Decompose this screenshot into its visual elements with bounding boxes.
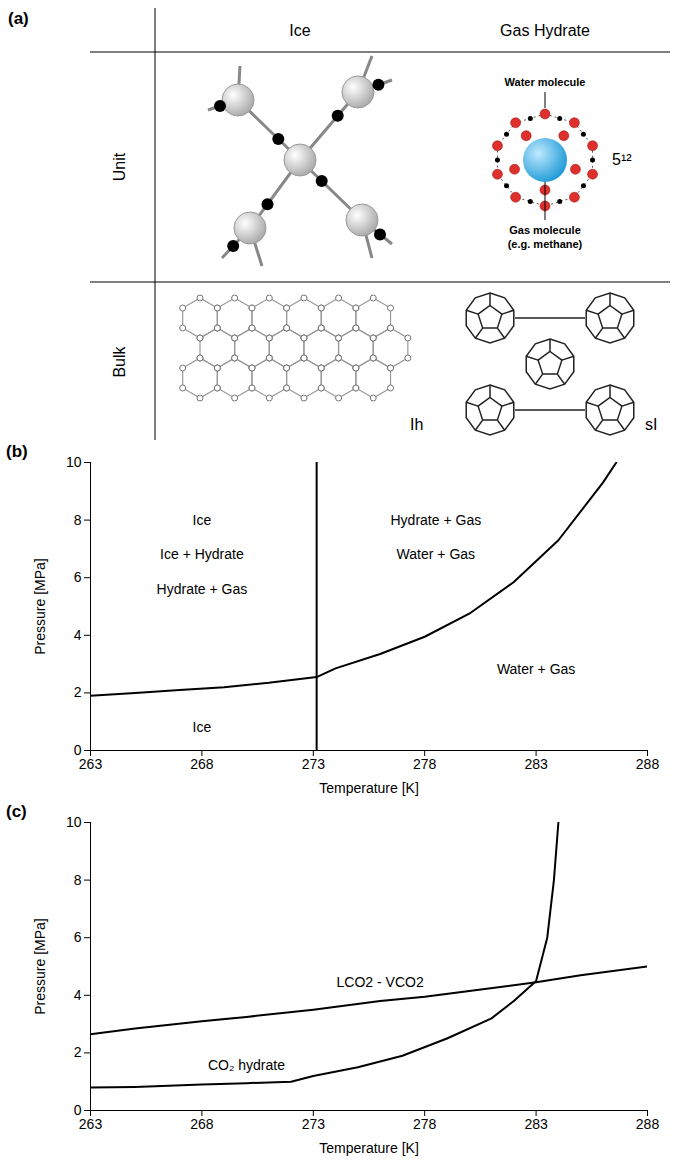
svg-text:6: 6: [74, 929, 82, 945]
svg-text:Ice: Ice: [193, 719, 212, 735]
svg-text:273: 273: [302, 1116, 326, 1132]
svg-text:Temperature [K]: Temperature [K]: [319, 1140, 419, 1156]
svg-text:4: 4: [74, 987, 82, 1003]
svg-text:10: 10: [66, 814, 82, 830]
svg-text:273: 273: [302, 756, 326, 772]
svg-text:263: 263: [79, 756, 103, 772]
svg-text:283: 283: [524, 756, 548, 772]
svg-text:5¹²: 5¹²: [612, 151, 632, 168]
svg-text:Unit: Unit: [111, 152, 128, 181]
svg-text:(a): (a): [8, 9, 29, 28]
svg-text:268: 268: [190, 1116, 214, 1132]
svg-text:278: 278: [413, 1116, 437, 1132]
html-text:(c): (c): [6, 802, 27, 821]
svg-text:Ice + Hydrate: Ice + Hydrate: [160, 546, 244, 562]
svg-text:Hydrate + Gas: Hydrate + Gas: [391, 512, 482, 528]
svg-text:0: 0: [73, 742, 82, 758]
svg-text:Gas molecule: Gas molecule: [509, 224, 581, 236]
svg-text:6: 6: [74, 569, 82, 585]
html-text:(b): (b): [6, 442, 28, 461]
svg-text:Hydrate + Gas: Hydrate + Gas: [157, 581, 248, 597]
svg-text:Pressure [MPa]: Pressure [MPa]: [32, 918, 48, 1014]
svg-text:263: 263: [79, 1116, 103, 1132]
svg-text:268: 268: [190, 756, 214, 772]
svg-text:278: 278: [413, 756, 437, 772]
svg-text:Water + Gas: Water + Gas: [497, 661, 575, 677]
svg-text:8: 8: [74, 512, 82, 528]
svg-text:0: 0: [73, 1102, 82, 1118]
svg-text:2: 2: [74, 684, 82, 700]
svg-text:288: 288: [636, 756, 660, 772]
svg-text:sI: sI: [645, 416, 657, 433]
svg-text:LCO2 - VCO2: LCO2 - VCO2: [337, 974, 424, 990]
svg-text:Gas Hydrate: Gas Hydrate: [500, 22, 590, 39]
svg-text:8: 8: [74, 872, 82, 888]
svg-text:Ice: Ice: [193, 512, 212, 528]
svg-text:(e.g. methane): (e.g. methane): [508, 238, 583, 250]
svg-text:10: 10: [66, 454, 82, 470]
svg-text:Ice: Ice: [289, 22, 310, 39]
svg-text:288: 288: [636, 1116, 660, 1132]
svg-text:Water molecule: Water molecule: [505, 76, 586, 88]
svg-text:Temperature [K]: Temperature [K]: [319, 780, 419, 796]
svg-text:Pressure [MPa]: Pressure [MPa]: [32, 558, 48, 654]
svg-text:CO₂ hydrate: CO₂ hydrate: [208, 1057, 285, 1073]
svg-text:Bulk: Bulk: [111, 345, 128, 377]
svg-text:4: 4: [74, 627, 82, 643]
svg-text:283: 283: [524, 1116, 548, 1132]
svg-text:Water + Gas: Water + Gas: [397, 546, 475, 562]
svg-text:2: 2: [74, 1044, 82, 1060]
svg-text:Ih: Ih: [410, 416, 423, 433]
